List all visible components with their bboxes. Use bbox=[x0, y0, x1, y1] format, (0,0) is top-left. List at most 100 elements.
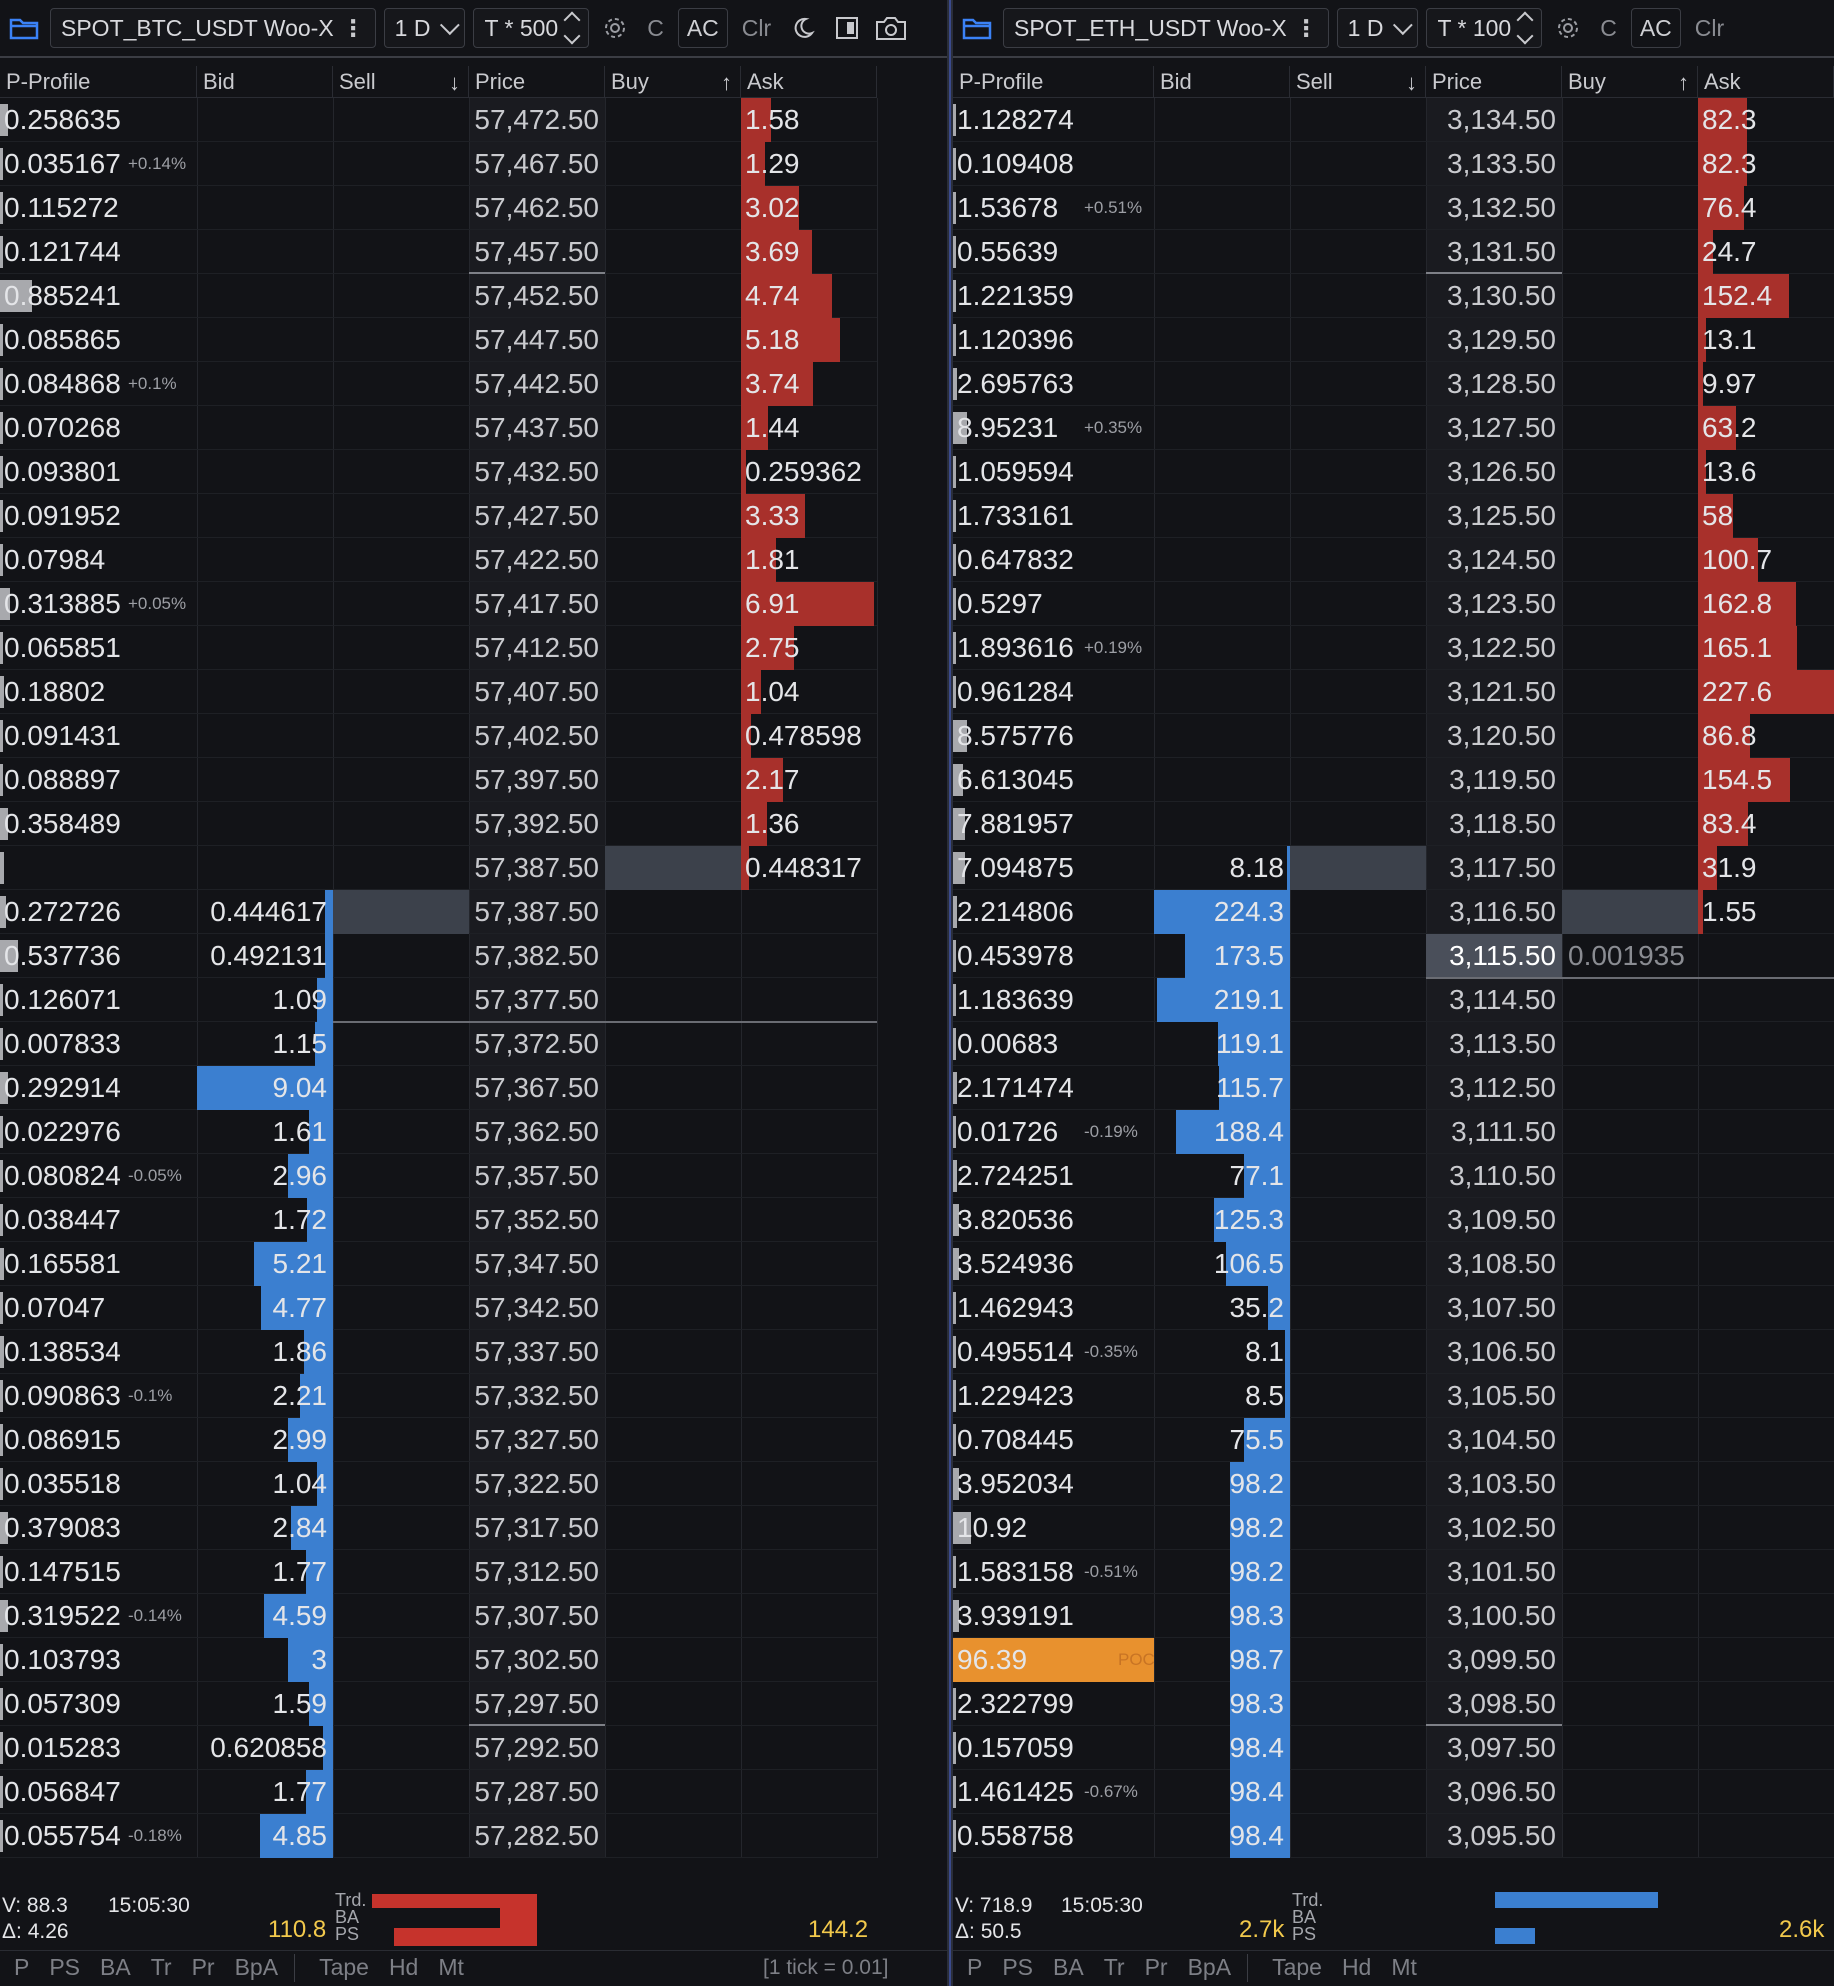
sort-up-icon[interactable]: ↑ bbox=[1678, 70, 1689, 95]
ladder-row[interactable]: 0.088897 57,397.50 2.17 bbox=[0, 758, 877, 802]
ask-value[interactable]: 1.04 bbox=[745, 676, 800, 707]
clear-button[interactable]: Clr bbox=[1694, 14, 1725, 41]
bid-value[interactable]: 5.21 bbox=[272, 1248, 328, 1279]
price-level[interactable]: 57,452.50 bbox=[474, 280, 599, 311]
price-level[interactable]: 3,118.50 bbox=[1449, 808, 1556, 839]
more-options-icon[interactable]: ⋮ bbox=[1294, 14, 1318, 41]
price-level[interactable]: 3,112.50 bbox=[1449, 1072, 1556, 1103]
price-level[interactable]: 3,108.50 bbox=[1447, 1248, 1556, 1279]
ladder-row[interactable]: 0.086915 2.99 57,327.50 bbox=[0, 1418, 877, 1462]
ladder-row[interactable]: 0.358489 57,392.50 1.36 bbox=[0, 802, 877, 846]
ladder-row[interactable]: 1.53678 +0.51% 3,132.50 76.4 bbox=[953, 186, 1834, 230]
symbol-selector[interactable]: SPOT_ETH_USDT Woo-X ⋮ bbox=[1003, 8, 1329, 48]
price-level[interactable]: 3,113.50 bbox=[1449, 1028, 1556, 1059]
header-price[interactable]: Price bbox=[469, 66, 605, 98]
ladder-row[interactable]: 0.022976 1.61 57,362.50 bbox=[0, 1110, 877, 1154]
price-level[interactable]: 57,372.50 bbox=[474, 1028, 599, 1059]
price-level[interactable]: 57,317.50 bbox=[474, 1512, 599, 1543]
bid-value[interactable]: 98.4 bbox=[1229, 1820, 1285, 1851]
price-level[interactable]: 57,442.50 bbox=[474, 368, 599, 399]
price-level[interactable]: 57,367.50 bbox=[474, 1072, 599, 1103]
ladder-row[interactable]: 0.147515 1.77 57,312.50 bbox=[0, 1550, 877, 1594]
bid-value[interactable]: 98.2 bbox=[1229, 1468, 1285, 1499]
ladder-row[interactable]: 0.080824 -0.05% 2.96 57,357.50 bbox=[0, 1154, 877, 1198]
clear-button[interactable]: Clr bbox=[741, 14, 772, 41]
header-buy[interactable]: Buy ↑ bbox=[1562, 66, 1698, 98]
bid-value[interactable]: 1.59 bbox=[272, 1688, 328, 1719]
price-level[interactable]: 57,342.50 bbox=[474, 1292, 599, 1323]
ask-value[interactable]: 58 bbox=[1702, 500, 1734, 531]
tab-mt[interactable]: Mt bbox=[1391, 1954, 1417, 1980]
ask-value[interactable]: 76.4 bbox=[1702, 192, 1757, 223]
price-level[interactable]: 3,115.50 bbox=[1426, 934, 1562, 978]
stepper-arrows-icon[interactable] bbox=[1516, 11, 1534, 45]
ask-value[interactable]: 3.69 bbox=[745, 236, 800, 267]
bid-value[interactable]: 77.1 bbox=[1229, 1160, 1285, 1191]
price-level[interactable]: 3,107.50 bbox=[1447, 1292, 1556, 1323]
ask-value[interactable]: 63.2 bbox=[1702, 412, 1757, 443]
ladder-row[interactable]: 0.038447 1.72 57,352.50 bbox=[0, 1198, 877, 1242]
bid-value[interactable]: 173.5 bbox=[1213, 940, 1284, 971]
ask-value[interactable]: 31.9 bbox=[1702, 852, 1757, 883]
price-level[interactable]: 57,297.50 bbox=[469, 1682, 605, 1726]
tab-tape[interactable]: Tape bbox=[1272, 1954, 1322, 1980]
price-level[interactable]: 3,097.50 bbox=[1447, 1732, 1556, 1763]
ladder-row[interactable]: 2.322799 98.3 3,098.50 bbox=[953, 1682, 1834, 1726]
bid-value[interactable]: 4.85 bbox=[272, 1820, 328, 1851]
ask-value[interactable]: 4.74 bbox=[745, 280, 800, 311]
price-level[interactable]: 57,312.50 bbox=[474, 1556, 599, 1587]
price-level[interactable]: 57,282.50 bbox=[474, 1820, 599, 1851]
price-level[interactable]: 57,402.50 bbox=[474, 720, 599, 751]
panel-splitter[interactable] bbox=[947, 0, 953, 1986]
clear-c-button[interactable]: C bbox=[647, 14, 664, 41]
tab-pr[interactable]: Pr bbox=[191, 1954, 215, 1980]
bid-value[interactable]: 1.77 bbox=[272, 1776, 328, 1807]
ladder-row[interactable]: 0.01726 -0.19% 188.4 3,111.50 bbox=[953, 1110, 1834, 1154]
ladder-row[interactable]: 1.229423 8.5 3,105.50 bbox=[953, 1374, 1834, 1418]
price-level[interactable]: 3,124.50 bbox=[1447, 544, 1556, 575]
ladder-row[interactable]: 0.00683 119.1 3,113.50 bbox=[953, 1022, 1834, 1066]
ladder-row[interactable]: 3.952034 98.2 3,103.50 bbox=[953, 1462, 1834, 1506]
ladder-row[interactable]: 1.462943 35.2 3,107.50 bbox=[953, 1286, 1834, 1330]
ask-value[interactable]: 83.4 bbox=[1702, 808, 1757, 839]
camera-icon[interactable] bbox=[873, 10, 909, 46]
price-level[interactable]: 57,462.50 bbox=[474, 192, 599, 223]
ask-value[interactable]: 0.259362 bbox=[745, 456, 862, 487]
bid-value[interactable]: 224.3 bbox=[1213, 896, 1284, 927]
ladder-row[interactable]: 0.319522 -0.14% 4.59 57,307.50 bbox=[0, 1594, 877, 1638]
ask-value[interactable]: 1.55 bbox=[1702, 896, 1757, 927]
ladder-row[interactable]: 0.495514 -0.35% 8.1 3,106.50 bbox=[953, 1330, 1834, 1374]
header-bid[interactable]: Bid bbox=[197, 66, 333, 98]
price-level[interactable]: 57,332.50 bbox=[474, 1380, 599, 1411]
price-level[interactable]: 3,125.50 bbox=[1447, 500, 1556, 531]
folder-icon[interactable] bbox=[6, 13, 42, 43]
bid-value[interactable]: 98.4 bbox=[1229, 1732, 1285, 1763]
price-level[interactable]: 57,352.50 bbox=[474, 1204, 599, 1235]
price-level[interactable]: 3,103.50 bbox=[1447, 1468, 1556, 1499]
price-level[interactable]: 57,327.50 bbox=[474, 1424, 599, 1455]
price-level[interactable]: 57,377.50 bbox=[474, 984, 599, 1015]
tab-pr[interactable]: Pr bbox=[1144, 1954, 1168, 1980]
ask-value[interactable]: 0.478598 bbox=[745, 720, 862, 751]
price-level[interactable]: 3,096.50 bbox=[1447, 1776, 1556, 1807]
ladder-row[interactable]: 0.961284 3,121.50 227.6 bbox=[953, 670, 1834, 714]
ask-value[interactable]: 82.3 bbox=[1702, 104, 1757, 135]
price-level[interactable]: 57,427.50 bbox=[474, 500, 599, 531]
ask-value[interactable]: 165.1 bbox=[1702, 632, 1773, 663]
ladder-row[interactable]: 0.015283 0.620858 57,292.50 bbox=[0, 1726, 877, 1770]
ask-value[interactable]: 154.5 bbox=[1702, 764, 1773, 795]
tab-tr[interactable]: Tr bbox=[1103, 1954, 1125, 1980]
price-level[interactable]: 3,126.50 bbox=[1447, 456, 1556, 487]
ladder-row[interactable]: 0.292914 9.04 57,367.50 bbox=[0, 1066, 877, 1110]
bid-value[interactable]: 8.5 bbox=[1245, 1380, 1284, 1411]
header-pprofile[interactable]: P-Profile bbox=[0, 66, 197, 98]
ask-value[interactable]: 6.91 bbox=[745, 588, 800, 619]
tick-multiplier-stepper[interactable]: T * 100 bbox=[1426, 8, 1543, 48]
ladder-row[interactable]: 0.157059 98.4 3,097.50 bbox=[953, 1726, 1834, 1770]
ladder-row[interactable]: 3.939191 98.3 3,100.50 bbox=[953, 1594, 1834, 1638]
bid-value[interactable]: 2.96 bbox=[272, 1160, 328, 1191]
ladder-row[interactable]: 3.524936 106.5 3,108.50 bbox=[953, 1242, 1834, 1286]
price-level[interactable]: 57,347.50 bbox=[474, 1248, 599, 1279]
tab-hd[interactable]: Hd bbox=[388, 1954, 419, 1980]
bid-value[interactable]: 98.3 bbox=[1229, 1688, 1285, 1719]
